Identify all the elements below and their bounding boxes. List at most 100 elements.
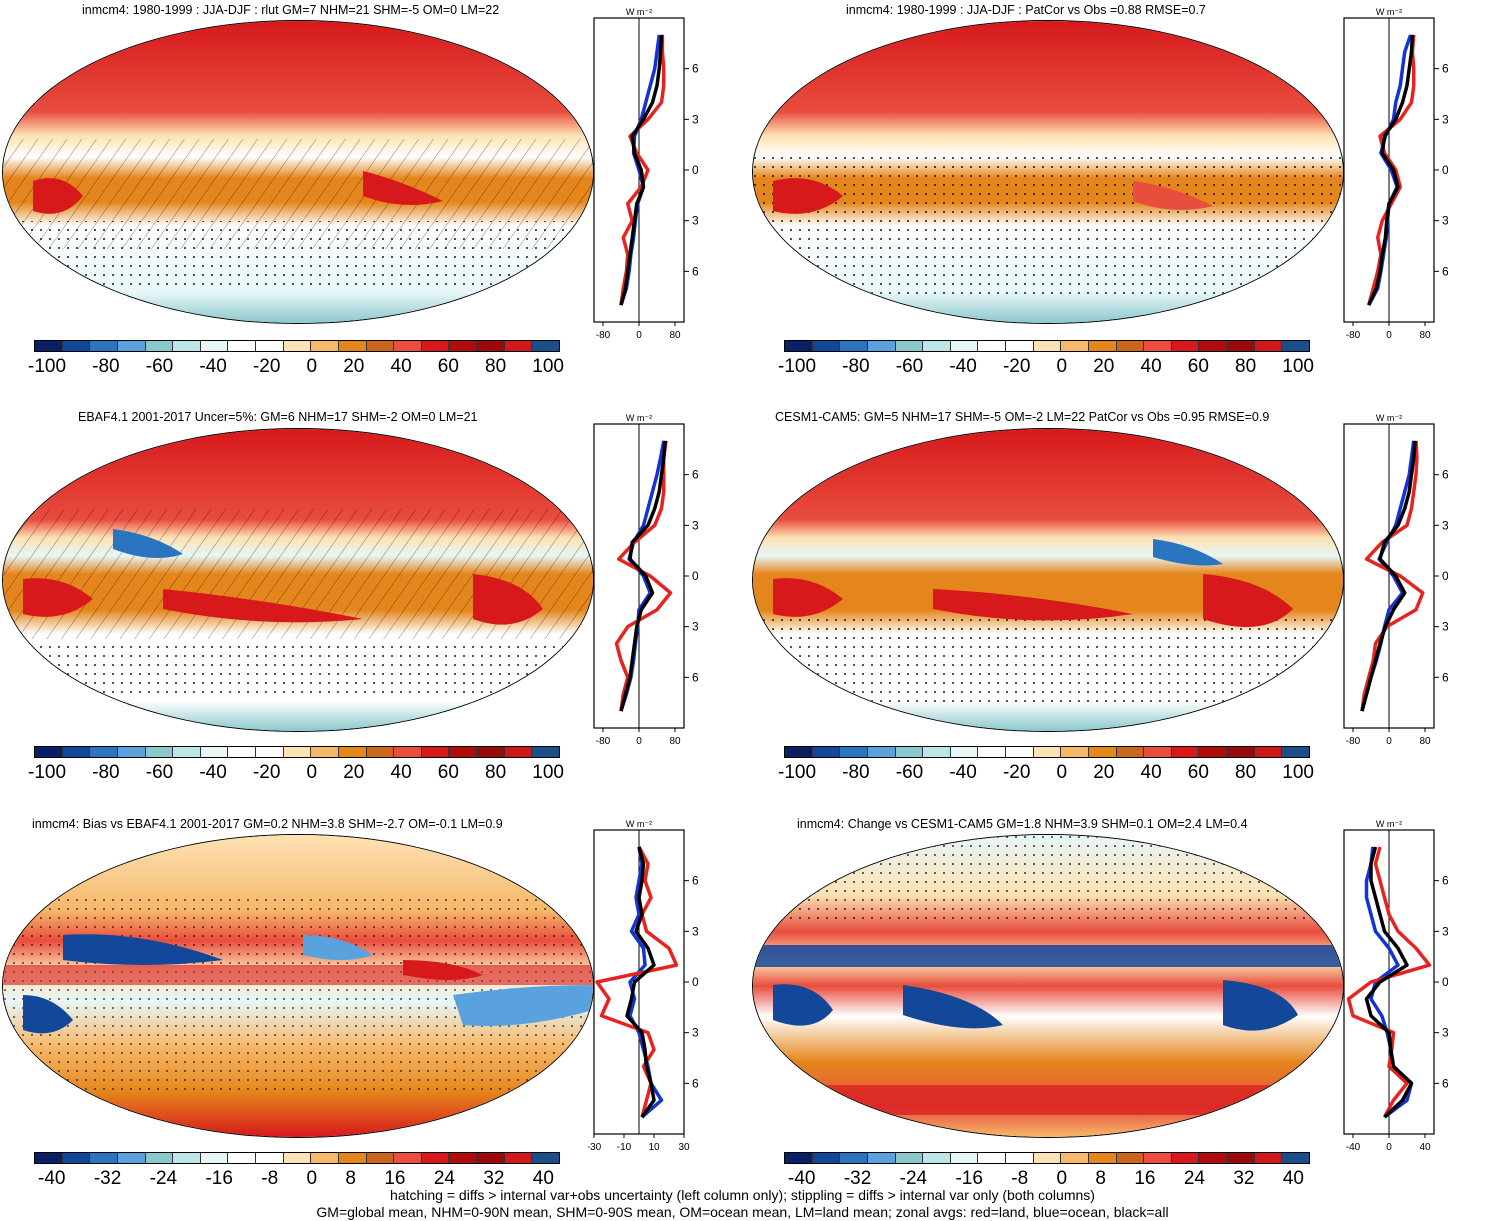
colorbar	[784, 340, 1310, 352]
unit-label: W m⁻²	[1376, 819, 1402, 829]
lat-label: 30S	[692, 1026, 698, 1040]
colorbar-swatch	[477, 747, 505, 757]
panel-title: CESM1-CAM5: GM=5 NHM=17 SHM=-5 OM=-2 LM=…	[775, 410, 1270, 424]
colorbar-swatch	[1088, 341, 1117, 351]
colorbar-tick-label: -80	[842, 356, 870, 377]
colorbar-tick-label: -16	[955, 1168, 983, 1189]
colorbar-tick-label: 100	[1282, 356, 1314, 377]
profile-line-land	[1360, 440, 1425, 712]
colorbar-tick-label: 60	[437, 356, 459, 377]
colorbar-swatch	[90, 1153, 118, 1163]
lat-label: 0	[1442, 163, 1448, 177]
colorbar-swatch	[1006, 341, 1034, 351]
colorbar-tick-label: -60	[895, 356, 924, 377]
lat-label: 30S	[1442, 1026, 1448, 1040]
colorbar-swatch	[1033, 341, 1062, 351]
x-tick-label: 0	[1386, 1142, 1392, 1153]
colorbar-swatch	[867, 747, 896, 757]
unit-label: W m⁻²	[1376, 7, 1402, 17]
colorbar-swatch	[950, 747, 979, 757]
colorbar-tick-label: -40	[199, 762, 227, 783]
colorbar-swatch	[283, 747, 312, 757]
panel-title: inmcm4: 1980-1999 : JJA-DJF : rlut GM=7 …	[82, 3, 500, 17]
colorbar-swatch	[228, 341, 256, 351]
colorbar-swatch	[117, 341, 146, 351]
unit-label: W m⁻²	[626, 413, 652, 423]
map-rlut-jja-djf	[2, 20, 594, 324]
x-tick-label: 80	[669, 330, 681, 341]
x-tick-label: 80	[669, 736, 681, 747]
colorbar-swatch	[1061, 341, 1089, 351]
colorbar-swatch	[1171, 747, 1200, 757]
colorbar-swatch	[1227, 1153, 1255, 1163]
lat-label: 60N	[692, 62, 698, 76]
lat-label: 30N	[692, 924, 698, 938]
colorbar-swatch	[1199, 341, 1227, 351]
lat-label: 30N	[1442, 518, 1448, 532]
colorbar-swatch	[504, 747, 533, 757]
colorbar-swatch	[35, 747, 63, 757]
map-field	[753, 835, 1343, 1137]
colorbar-tick-label: 16	[1134, 1168, 1156, 1189]
colorbar-tick-label: 32	[483, 1168, 505, 1189]
colorbar-swatch	[1116, 1153, 1145, 1163]
panel-title: inmcm4: Bias vs EBAF4.1 2001-2017 GM=0.2…	[32, 817, 503, 831]
colorbar-swatch	[785, 1153, 813, 1163]
colorbar-swatch	[532, 341, 559, 351]
colorbar-tick-label: 80	[485, 762, 507, 783]
lat-label: 30N	[692, 518, 698, 532]
profile-line-all	[1360, 440, 1417, 712]
colorbar-tick-label: -24	[899, 1168, 928, 1189]
colorbar-swatch	[173, 341, 201, 351]
colorbar-swatch	[895, 1153, 924, 1163]
colorbar-swatch	[62, 747, 91, 757]
colorbar-swatch	[256, 1153, 284, 1163]
colorbar-swatch	[978, 747, 1006, 757]
colorbar-tick-label: -24	[149, 1168, 178, 1189]
unit-label: W m⁻²	[1376, 413, 1402, 423]
profile-line-land	[619, 34, 666, 306]
colorbar-tick-label: 60	[437, 762, 459, 783]
x-tick-label: 40	[1419, 1142, 1431, 1153]
colorbar-tick-label: -20	[252, 762, 281, 783]
lat-label: 60S	[1442, 670, 1448, 684]
colorbar-tick-label: 80	[485, 356, 507, 377]
colorbar-swatch	[1199, 747, 1227, 757]
colorbar-swatch	[228, 1153, 256, 1163]
lat-label: 30S	[1442, 620, 1448, 634]
colorbar-tick-label: 8	[345, 1168, 356, 1189]
colorbar-swatch	[867, 341, 896, 351]
x-tick-label: 80	[1419, 736, 1431, 747]
map-patcor	[752, 20, 1344, 324]
colorbar-tick-label: -80	[92, 356, 120, 377]
colorbar-tick-label: 80	[1235, 356, 1257, 377]
colorbar-swatch	[840, 747, 868, 757]
colorbar-tick-label: 60	[1187, 356, 1209, 377]
map-field	[3, 835, 593, 1137]
colorbar-swatch	[477, 1153, 505, 1163]
colorbar-swatch	[978, 341, 1006, 351]
colorbar	[34, 746, 560, 758]
x-tick-label: 0	[1386, 330, 1392, 341]
lat-label: 0	[1442, 975, 1448, 989]
colorbar-tick-label: -32	[93, 1168, 122, 1189]
colorbar-swatch	[117, 747, 146, 757]
colorbar-swatch	[35, 341, 63, 351]
colorbar-tick-label: -32	[843, 1168, 872, 1189]
profile-line-land	[614, 440, 673, 712]
zonal-profile: W m⁻² 60N 30N 0 30S 60S -80 0 80	[588, 408, 714, 763]
lat-label: 0	[1442, 569, 1448, 583]
colorbar-swatch	[1144, 341, 1172, 351]
colorbar-swatch	[1171, 1153, 1200, 1163]
panel-title: EBAF4.1 2001-2017 Uncer=5%: GM=6 NHM=17 …	[78, 410, 478, 424]
lat-label: 60S	[692, 670, 698, 684]
colorbar-swatch	[923, 341, 951, 351]
lat-label: 60N	[692, 468, 698, 482]
map-cesm	[752, 428, 1344, 732]
colorbar-tick-label: -40	[788, 1168, 816, 1189]
colorbar-swatch	[1116, 341, 1145, 351]
colorbar-tick-label: -40	[949, 356, 977, 377]
map-bias	[2, 834, 594, 1138]
colorbar-swatch	[1171, 341, 1200, 351]
colorbar-swatch	[1006, 1153, 1034, 1163]
